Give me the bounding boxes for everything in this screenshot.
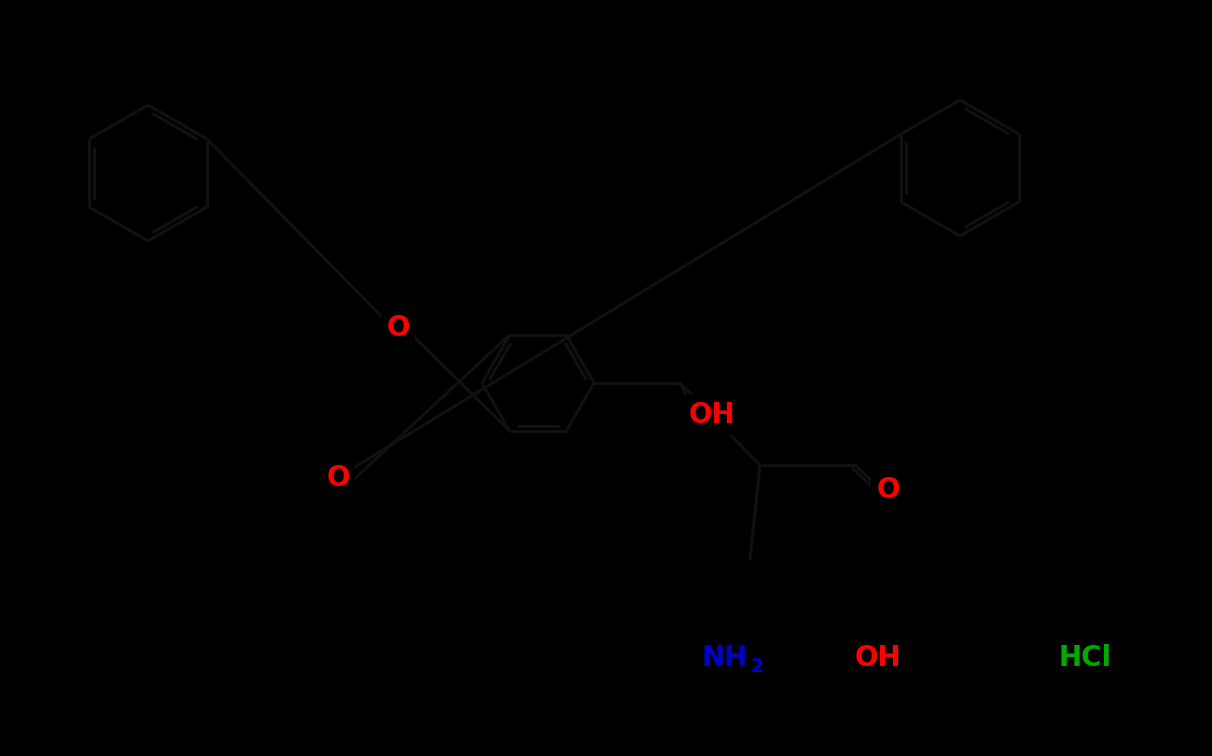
Text: HCl: HCl xyxy=(1058,644,1111,672)
Text: NH: NH xyxy=(702,644,748,672)
Text: OH: OH xyxy=(688,401,736,429)
Text: O: O xyxy=(326,464,350,492)
Text: O: O xyxy=(387,314,410,342)
Text: 2: 2 xyxy=(751,657,764,676)
Text: O: O xyxy=(876,476,899,504)
Text: OH: OH xyxy=(854,644,902,672)
